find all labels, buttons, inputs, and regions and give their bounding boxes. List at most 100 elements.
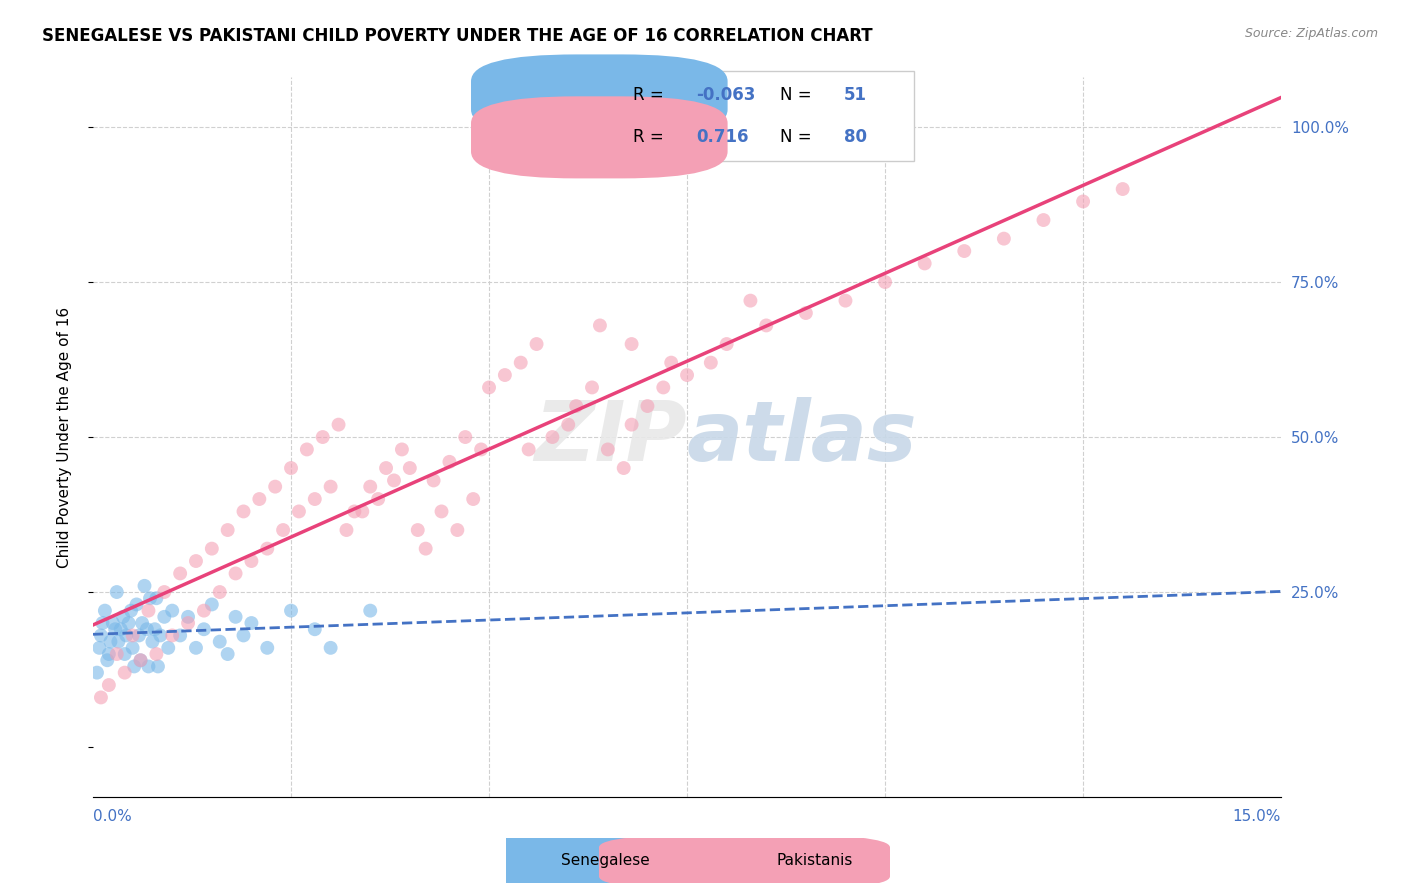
Y-axis label: Child Poverty Under the Age of 16: Child Poverty Under the Age of 16 (58, 307, 72, 567)
Point (90, 628, 112, 642)
Point (143, 622, 166, 636)
Point (184, 640, 207, 655)
Point (141, 634, 163, 648)
Point (232, 628, 254, 642)
Point (138, 659, 160, 673)
Point (700, 356, 723, 370)
Point (217, 523, 239, 537)
Point (201, 598, 224, 612)
Point (295, 442, 318, 457)
Point (382, 474, 405, 488)
Point (288, 504, 311, 518)
Text: 0.0%: 0.0% (93, 809, 132, 824)
Point (121, 640, 143, 655)
Point (208, 585, 231, 599)
Point (446, 523, 468, 537)
Point (217, 647, 239, 661)
Point (993, 232, 1015, 246)
Point (620, 417, 643, 432)
Point (193, 604, 215, 618)
Point (240, 615, 263, 630)
Point (145, 647, 167, 661)
Point (1111, 182, 1133, 196)
Point (1032, 213, 1054, 227)
Point (225, 610, 247, 624)
Point (335, 523, 357, 537)
FancyBboxPatch shape (599, 834, 890, 890)
Point (422, 474, 444, 488)
Point (873, 275, 896, 289)
Point (264, 480, 287, 494)
Point (1071, 194, 1094, 209)
Point (834, 293, 856, 308)
Point (557, 417, 579, 432)
Point (89, 640, 111, 655)
Point (184, 554, 207, 568)
Point (565, 399, 588, 413)
Point (439, 455, 461, 469)
Point (169, 628, 191, 642)
Text: 15.0%: 15.0% (1233, 809, 1281, 824)
Point (391, 442, 413, 457)
Point (97, 678, 120, 692)
Point (94, 604, 117, 618)
Point (177, 610, 200, 624)
Point (114, 647, 136, 661)
Point (96, 653, 118, 667)
Point (352, 504, 374, 518)
Point (247, 491, 270, 506)
Point (271, 523, 294, 537)
Point (319, 480, 342, 494)
Point (359, 604, 381, 618)
Point (201, 541, 224, 556)
Point (463, 491, 485, 506)
Point (193, 622, 215, 636)
Text: Source: ZipAtlas.com: Source: ZipAtlas.com (1244, 27, 1378, 40)
Point (129, 653, 152, 667)
Point (312, 430, 335, 444)
Text: atlas: atlas (688, 397, 918, 477)
Point (304, 491, 326, 506)
Point (100, 634, 122, 648)
Point (280, 461, 302, 475)
Point (541, 430, 564, 444)
Point (613, 461, 636, 475)
Point (415, 541, 437, 556)
Point (794, 306, 817, 320)
Point (914, 256, 936, 270)
Point (659, 356, 682, 370)
FancyBboxPatch shape (384, 834, 675, 890)
Point (138, 604, 160, 618)
Point (118, 615, 141, 630)
Text: 0.716: 0.716 (696, 128, 748, 146)
Point (225, 566, 247, 581)
Point (149, 628, 172, 642)
Point (129, 653, 152, 667)
Point (581, 380, 603, 394)
Point (304, 622, 326, 636)
Point (145, 591, 167, 606)
Point (716, 337, 738, 351)
Point (478, 380, 501, 394)
Point (110, 622, 132, 636)
Point (153, 610, 176, 624)
Point (125, 598, 148, 612)
Point (740, 293, 762, 308)
Point (953, 244, 976, 258)
Text: N =: N = (780, 128, 817, 146)
Text: Pakistanis: Pakistanis (776, 854, 852, 868)
Point (160, 628, 183, 642)
Point (105, 647, 128, 661)
Point (146, 659, 169, 673)
Point (114, 665, 136, 680)
Text: 51: 51 (844, 87, 866, 104)
Point (177, 615, 200, 630)
Point (153, 585, 176, 599)
Point (97, 647, 120, 661)
Point (105, 585, 128, 599)
Point (676, 368, 699, 382)
Point (122, 659, 145, 673)
Point (406, 523, 429, 537)
Point (131, 615, 153, 630)
Point (160, 604, 183, 618)
